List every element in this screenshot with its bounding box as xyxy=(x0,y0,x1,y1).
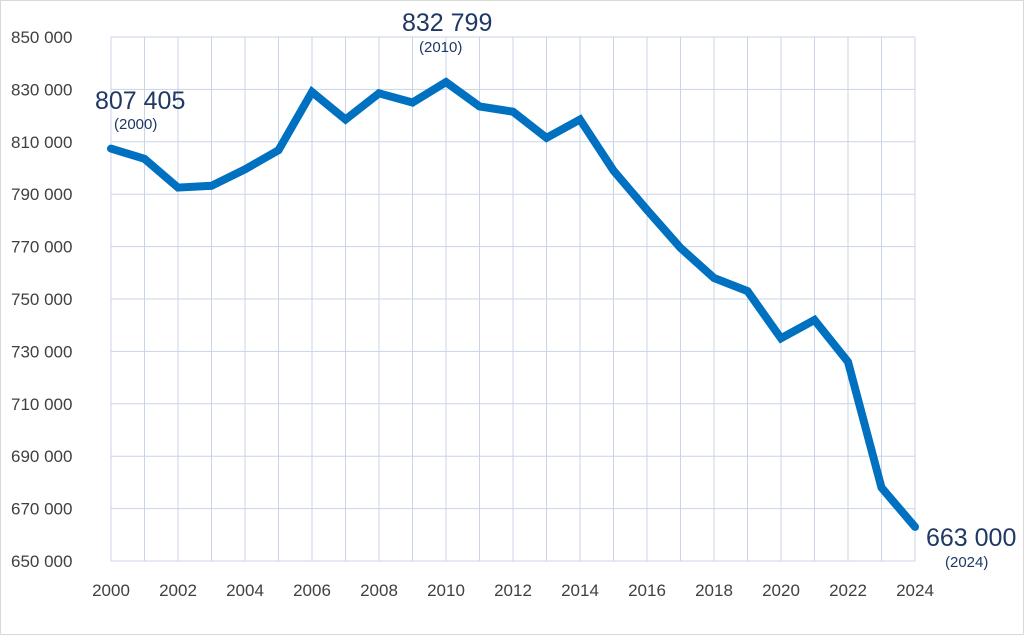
annotation-start-year: (2000) xyxy=(114,116,157,133)
x-tick-label: 2006 xyxy=(293,581,331,600)
x-tick-label: 2004 xyxy=(226,581,264,600)
x-tick-label: 2016 xyxy=(628,581,666,600)
annotation-end-value: 663 000 xyxy=(926,524,1016,552)
x-tick-label: 2002 xyxy=(159,581,197,600)
x-tick-label: 2022 xyxy=(829,581,867,600)
annotation-peak-year: (2010) xyxy=(419,39,462,56)
y-tick-label: 710 000 xyxy=(11,395,72,414)
x-tick-label: 2018 xyxy=(695,581,733,600)
y-tick-label: 690 000 xyxy=(11,447,72,466)
x-tick-label: 2014 xyxy=(561,581,599,600)
x-tick-label: 2024 xyxy=(896,581,934,600)
y-tick-label: 830 000 xyxy=(11,80,72,99)
y-tick-label: 850 000 xyxy=(11,28,72,47)
y-tick-label: 810 000 xyxy=(11,133,72,152)
y-tick-label: 790 000 xyxy=(11,185,72,204)
y-tick-label: 650 000 xyxy=(11,552,72,571)
annotation-end-year: (2024) xyxy=(945,554,988,571)
y-tick-label: 750 000 xyxy=(11,290,72,309)
y-tick-label: 770 000 xyxy=(11,238,72,257)
y-tick-label: 730 000 xyxy=(11,342,72,361)
annotation-start-value: 807 405 xyxy=(95,87,185,115)
y-tick-label: 670 000 xyxy=(11,500,72,519)
x-tick-label: 2000 xyxy=(92,581,130,600)
x-tick-label: 2012 xyxy=(494,581,532,600)
annotation-peak-value: 832 799 xyxy=(402,9,492,37)
x-tick-label: 2008 xyxy=(360,581,398,600)
x-tick-label: 2020 xyxy=(762,581,800,600)
x-tick-label: 2010 xyxy=(427,581,465,600)
